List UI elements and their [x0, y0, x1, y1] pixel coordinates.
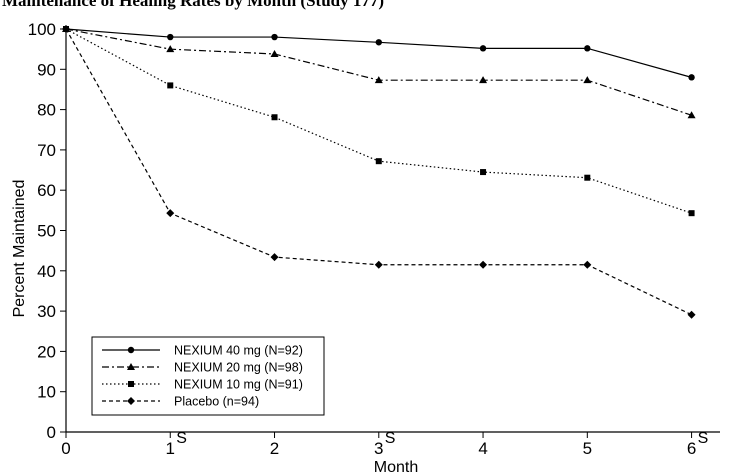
- x-tick-label: 0: [61, 439, 70, 458]
- data-point: [270, 253, 279, 262]
- y-tick-label: 60: [37, 181, 56, 200]
- legend-label: NEXIUM 10 mg (N=91): [174, 378, 303, 392]
- series-1: [62, 25, 695, 81]
- data-point: [271, 114, 278, 121]
- x-tick-superscript: S: [176, 430, 187, 447]
- legend-label: NEXIUM 40 mg (N=92): [174, 344, 303, 358]
- data-point: [479, 260, 488, 269]
- y-tick-label: 80: [37, 101, 56, 120]
- legend-item: NEXIUM 20 mg (N=98): [102, 361, 303, 375]
- y-axis-label: Percent Maintained: [11, 180, 28, 318]
- data-point: [166, 45, 175, 53]
- y-tick-label: 20: [37, 342, 56, 361]
- y-tick-label: 10: [37, 383, 56, 402]
- x-tick-label: 6: [687, 439, 696, 458]
- legend-label: NEXIUM 20 mg (N=98): [174, 361, 303, 375]
- data-point: [583, 260, 592, 269]
- data-point: [375, 158, 382, 165]
- data-point: [583, 76, 592, 84]
- data-point: [166, 209, 175, 218]
- legend-item: NEXIUM 10 mg (N=91): [102, 378, 303, 392]
- y-tick-label: 70: [37, 141, 56, 160]
- legend: NEXIUM 40 mg (N=92) NEXIUM 20 mg (N=98) NE…: [91, 336, 325, 416]
- data-point: [62, 25, 70, 33]
- series-line: [65, 28, 692, 78]
- data-point: [374, 76, 383, 84]
- data-point: [375, 39, 382, 46]
- data-point: [167, 33, 174, 41]
- x-axis-label: Month: [374, 459, 418, 476]
- series-2: [62, 25, 696, 119]
- data-point: [479, 45, 487, 52]
- x-tick-superscript: S: [698, 430, 709, 447]
- series-layer: [62, 25, 696, 319]
- series-line: [65, 28, 692, 316]
- data-point: [480, 169, 487, 176]
- legend-label: Placebo (n=94): [174, 395, 259, 409]
- x-tick-label: 5: [583, 439, 592, 458]
- data-point: [584, 174, 591, 181]
- x-tick-label: 3: [374, 439, 383, 458]
- y-tick-label: 100: [28, 20, 56, 39]
- legend-item: Placebo (n=94): [102, 395, 259, 409]
- x-tick-label: 4: [478, 439, 487, 458]
- legend-marker: [127, 397, 135, 405]
- legend-marker: [127, 346, 135, 354]
- y-tick-label: 90: [37, 60, 56, 79]
- x-tick-superscript: S: [385, 430, 396, 447]
- data-point: [271, 33, 278, 41]
- data-point: [584, 45, 591, 52]
- data-point: [270, 49, 279, 57]
- series-line: [65, 28, 692, 214]
- y-tick-label: 30: [37, 302, 56, 321]
- data-point: [687, 111, 696, 119]
- y-tick-label: 50: [37, 222, 56, 241]
- y-tick-label: 40: [37, 262, 56, 281]
- x-tick-label: 2: [270, 439, 279, 458]
- x-tick-label: 1: [166, 439, 175, 458]
- chart-title: Maintenance of Healing Rates by Month (S…: [2, 0, 385, 10]
- data-point: [374, 260, 383, 269]
- y-tick-label: 0: [47, 423, 56, 442]
- data-point: [688, 210, 695, 217]
- data-point: [479, 76, 488, 84]
- legend-marker: [128, 381, 134, 387]
- data-point: [687, 310, 696, 319]
- series-3: [63, 26, 695, 217]
- legend-item: NEXIUM 40 mg (N=92): [102, 344, 303, 358]
- legend-marker: [127, 363, 135, 370]
- series-4: [62, 25, 696, 319]
- data-point: [688, 74, 695, 81]
- data-point: [167, 82, 174, 89]
